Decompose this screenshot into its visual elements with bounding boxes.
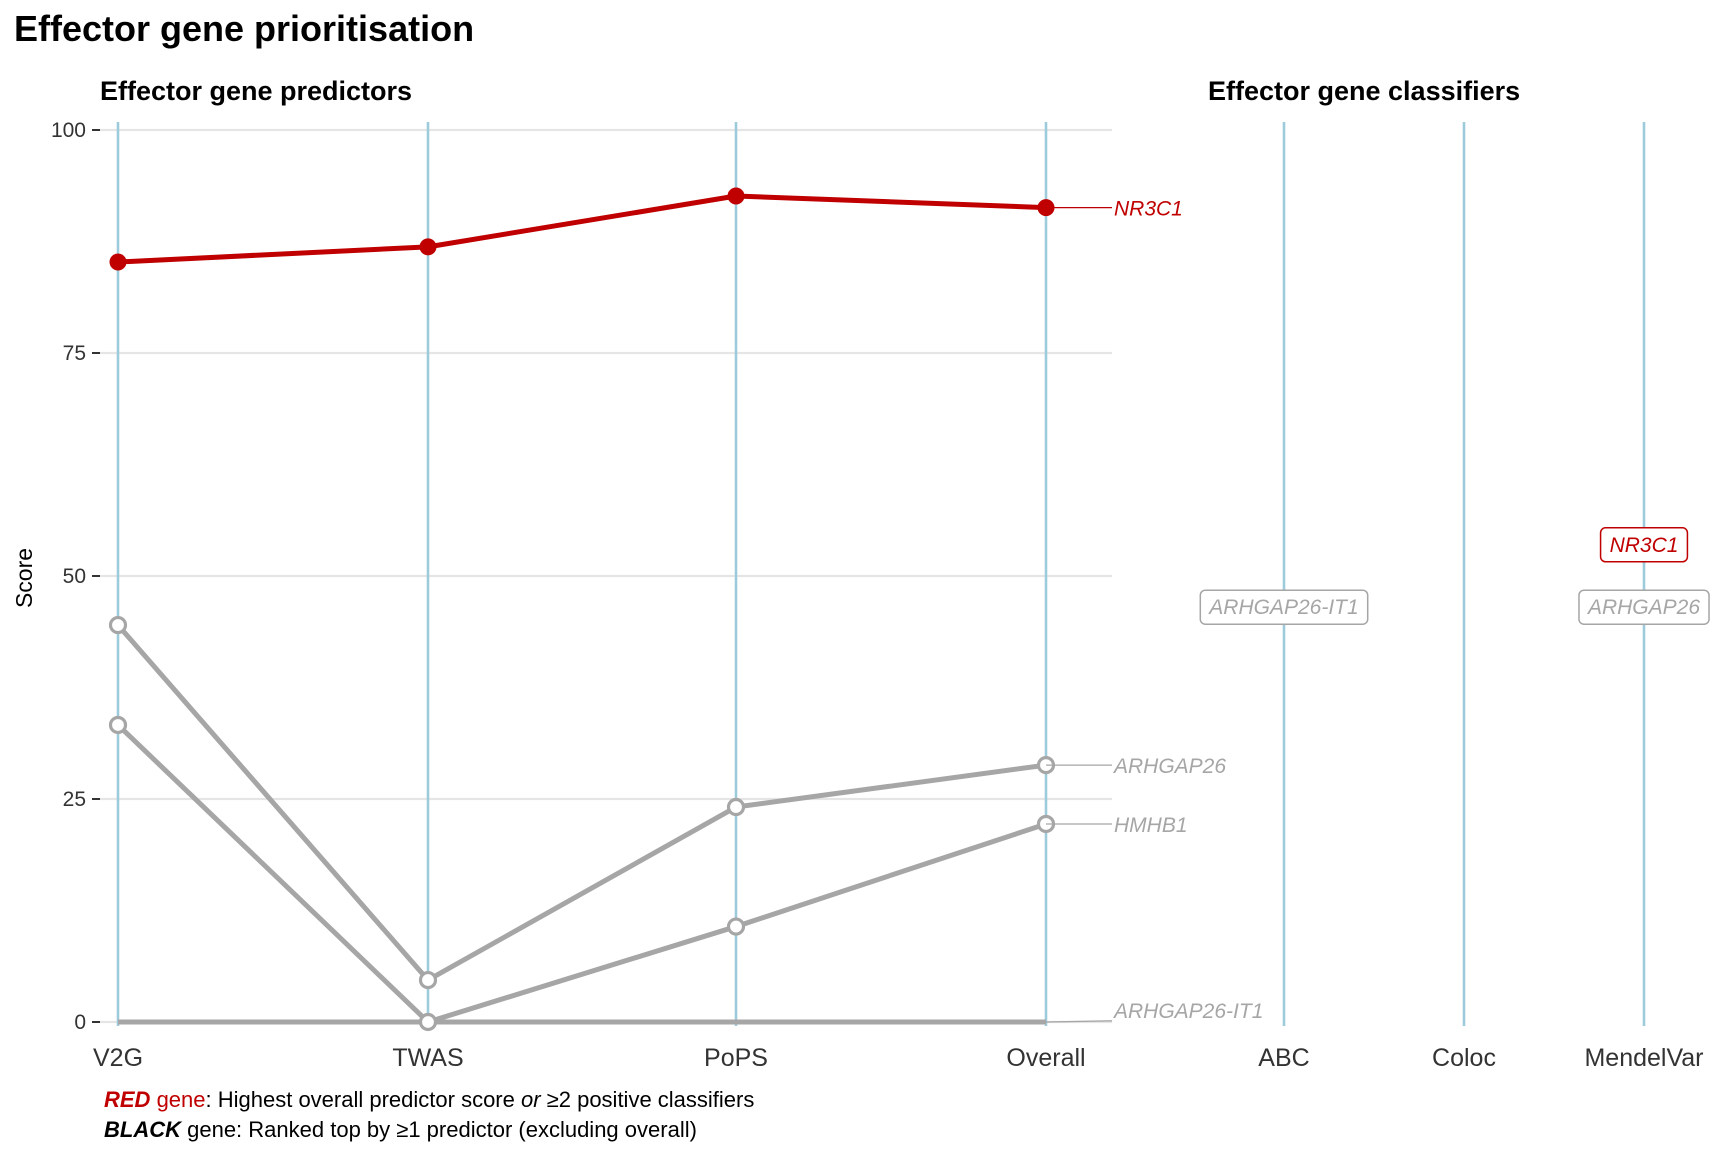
label-connector — [1045, 1020, 1113, 1023]
caption-black-word: BLACK — [104, 1117, 183, 1142]
series-points — [108, 187, 1056, 1032]
data-point — [727, 187, 745, 205]
data-point — [418, 970, 438, 990]
y-tick-label: 0 — [74, 1011, 86, 1034]
classifier-label-text: ARHGAP26 — [1586, 596, 1700, 619]
x-tick-label: ABC — [1258, 1044, 1309, 1072]
y-axis-label: Score — [11, 548, 37, 608]
data-point — [108, 715, 128, 735]
y-tick-label: 25 — [63, 788, 86, 811]
y-tick-label: 100 — [51, 119, 86, 142]
chart-title: Effector gene prioritisation — [14, 8, 474, 49]
y-axis: 0 25 50 75 100 — [51, 119, 100, 1034]
classifier-label: NR3C1 — [1599, 527, 1689, 563]
x-tick-label: V2G — [93, 1044, 143, 1072]
classifier-label: ARHGAP26 — [1578, 589, 1710, 625]
x-tick-label: Overall — [1006, 1044, 1085, 1072]
series-line — [116, 723, 1047, 1025]
x-tick-label: MendelVar — [1584, 1044, 1703, 1072]
caption-red-gene: gene — [150, 1087, 205, 1112]
classifier-label: ARHGAP26-IT1 — [1199, 589, 1369, 625]
classifier-label-box — [1599, 527, 1689, 563]
gridlines — [100, 128, 1112, 1024]
data-point — [726, 797, 746, 817]
x-tick-label: PoPS — [704, 1044, 768, 1072]
caption-red-word: RED — [104, 1087, 151, 1112]
data-point — [726, 917, 746, 936]
data-point — [418, 1012, 438, 1032]
classifier-label-text: ARHGAP26-IT1 — [1207, 596, 1358, 619]
classifier-label-text: NR3C1 — [1610, 534, 1679, 557]
classifier-labels: ARHGAP26-IT1 NR3C1 ARHGAP26 — [1199, 527, 1710, 625]
classifiers-panel-title: Effector gene classifiers — [1208, 76, 1520, 106]
predictors-panel-title: Effector gene predictors — [100, 76, 412, 106]
caption-black: BLACK gene: Ranked top by ≥1 predictor (… — [104, 1117, 697, 1142]
caption-red-or: or — [521, 1087, 542, 1112]
series-end-label: NR3C1 — [1114, 198, 1183, 221]
gene-labels: ARHGAP26 HMHB1 ARHGAP26-IT1 NR3C1 — [1045, 198, 1263, 1023]
series-end-label: ARHGAP26-IT1 — [1112, 1000, 1263, 1023]
y-tick-label: 75 — [63, 342, 86, 365]
x-axis-ticks: V2G TWAS PoPS Overall ABC Coloc MendelVar — [93, 1044, 1704, 1072]
caption-red-text-a: : Highest overall predictor score — [206, 1087, 521, 1112]
caption-red: RED gene: Highest overall predictor scor… — [104, 1087, 754, 1112]
y-tick-label: 50 — [63, 565, 86, 588]
series-lines — [116, 193, 1047, 1025]
series-line — [116, 623, 1047, 983]
data-point — [419, 238, 437, 256]
series-line — [117, 193, 1047, 265]
series-end-label: ARHGAP26 — [1112, 755, 1226, 778]
caption-black-text: gene: Ranked top by ≥1 predictor (exclud… — [181, 1117, 697, 1142]
classifier-label-box — [1578, 589, 1710, 625]
series-end-label: HMHB1 — [1114, 814, 1188, 837]
x-tick-label: Coloc — [1432, 1044, 1496, 1072]
category-axis-lines — [116, 122, 1646, 1026]
classifier-label-box — [1199, 589, 1369, 625]
x-tick-label: TWAS — [392, 1044, 463, 1072]
data-point — [108, 615, 128, 635]
caption-red-text-b: ≥2 positive classifiers — [541, 1087, 755, 1112]
data-point — [109, 253, 127, 271]
